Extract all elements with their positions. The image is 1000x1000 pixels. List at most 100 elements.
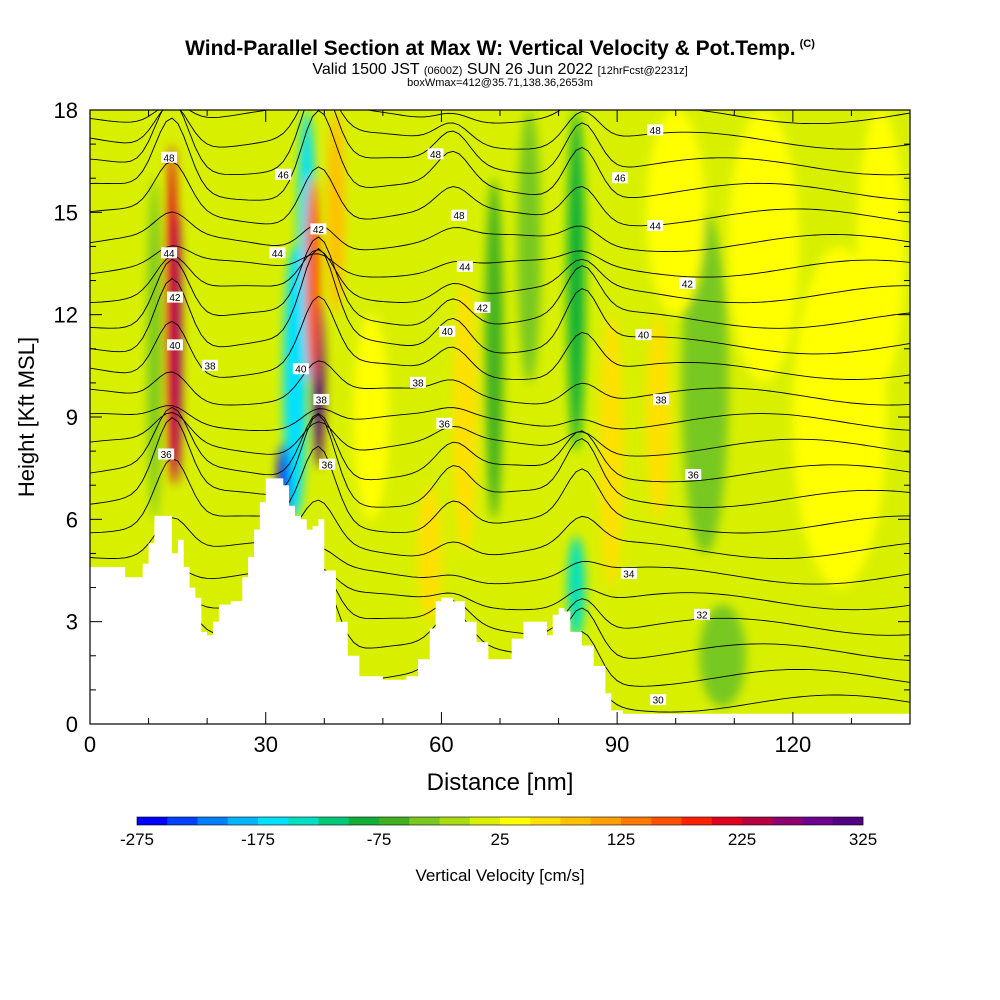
contour-label-text: 36	[161, 450, 173, 461]
contour-label: 38	[653, 393, 670, 406]
theta-contour	[90, 360, 910, 406]
y-tick-label: 9	[66, 405, 78, 430]
contour-label-bg	[275, 168, 292, 180]
contour-label: 36	[158, 448, 175, 461]
colorbar-swatch	[651, 817, 682, 825]
theta-contour	[90, 110, 910, 176]
colorbar-swatch	[227, 817, 259, 825]
contour-label: 42	[679, 277, 696, 290]
contour-label-text: 44	[459, 262, 471, 273]
contour-label: 36	[319, 458, 336, 471]
contour-label: 40	[166, 339, 183, 352]
contour-label: 44	[269, 247, 286, 260]
colorbar-swatch	[469, 817, 501, 825]
contour-labels: 48 46 44 44 42 42 40 40 38 38 36 36 48 48 44 42 40 38 36 48…	[158, 124, 711, 707]
contour-label: 44	[161, 247, 178, 260]
contour-label-text: 38	[656, 395, 668, 406]
y-tick-label: 12	[54, 303, 78, 328]
colorbar-swatch	[621, 817, 652, 825]
theta-contour	[90, 412, 910, 457]
contour-label-text: 48	[453, 211, 465, 222]
contour-label-bg	[269, 247, 286, 259]
contour-label-text: 42	[169, 293, 181, 304]
theta-contour	[90, 295, 910, 380]
contour-label: 38	[313, 393, 330, 406]
colorbar-tick-label: -175	[241, 830, 275, 849]
contour-label-bg	[410, 376, 426, 388]
colorbar-swatch	[318, 817, 350, 825]
colorbar-swatch	[197, 817, 229, 825]
contour-label-bg	[439, 325, 456, 337]
colorbar-swatch	[530, 817, 561, 825]
theta-contour	[90, 249, 910, 304]
terrain	[90, 478, 910, 724]
contour-label-text: 42	[682, 279, 694, 290]
contour-label: 42	[474, 301, 491, 314]
contour-label: 36	[685, 468, 702, 481]
y-tick-label: 15	[54, 200, 78, 225]
theta-contour	[90, 110, 910, 150]
theta-contour	[90, 211, 910, 253]
velocity-cell	[699, 604, 746, 707]
contour-label: 36	[436, 417, 453, 430]
x-tick-label: 60	[429, 732, 453, 757]
contour-label-text: 44	[272, 249, 284, 260]
chart-title: Wind-Parallel Section at Max W: Vertical…	[185, 37, 815, 60]
velocity-cell	[681, 212, 729, 554]
colorbar-swatch	[167, 817, 198, 825]
contour-label-text: 36	[322, 460, 334, 471]
theta-contour	[90, 110, 910, 125]
contour-label-text: 40	[638, 331, 650, 342]
velocity-cells	[147, 110, 905, 707]
colorbar-swatch	[348, 817, 380, 825]
subtitle-valid: Valid 1500 JST	[312, 61, 420, 78]
contour-label-bg	[310, 223, 327, 235]
contour-label-bg	[292, 363, 309, 375]
contour-label-bg	[456, 260, 473, 272]
contour-label-bg	[158, 448, 175, 460]
colorbar-swatch	[772, 817, 803, 825]
contour-label: 44	[456, 260, 473, 273]
contour-label-bg	[436, 417, 453, 429]
colorbar-swatch	[742, 817, 773, 825]
contour-label-text: 44	[650, 221, 662, 232]
contour-label-text: 38	[205, 361, 217, 372]
velocity-cell	[327, 110, 345, 315]
colorbar-swatch	[590, 817, 622, 825]
contour-label: 48	[427, 148, 444, 161]
contour-label-text: 48	[164, 153, 176, 164]
x-axis-label: Distance [nm]	[427, 769, 574, 796]
contour-label-bg	[166, 339, 183, 351]
y-axis-label: Height [Kft MSL]	[14, 337, 39, 497]
contour-label-text: 42	[313, 225, 325, 236]
contour-label-bg	[474, 301, 491, 313]
contour-label-text: 40	[295, 365, 307, 376]
theta-contour	[90, 405, 910, 432]
contour-label-bg	[612, 172, 629, 184]
theta-contour	[90, 414, 910, 508]
contour-label-bg	[620, 567, 637, 579]
contour-label-text: 34	[623, 569, 635, 580]
theta-contour	[90, 110, 910, 201]
y-tick-label: 6	[66, 507, 78, 532]
theta-contour	[90, 445, 910, 534]
contour-label-bg	[635, 329, 652, 341]
contour-label-bg	[647, 219, 664, 231]
colorbar-swatch	[832, 817, 864, 825]
contour-label: 32	[694, 608, 711, 621]
contour-label-bg	[427, 148, 444, 160]
colorbar-swatch	[137, 817, 168, 825]
theta-contour	[90, 547, 910, 585]
contour-label: 40	[292, 363, 309, 376]
y-tick-label: 18	[54, 98, 78, 123]
contour-label-text: 32	[697, 610, 709, 621]
contour-label-text: 46	[278, 170, 290, 181]
contour-label-text: 48	[430, 150, 442, 161]
contour-label: 46	[275, 168, 292, 181]
contour-label-text: 48	[650, 126, 662, 137]
theta-contour	[90, 499, 910, 560]
velocity-cell	[517, 110, 541, 383]
contour-label: 44	[647, 219, 664, 232]
colorbar-swatch	[802, 817, 834, 825]
